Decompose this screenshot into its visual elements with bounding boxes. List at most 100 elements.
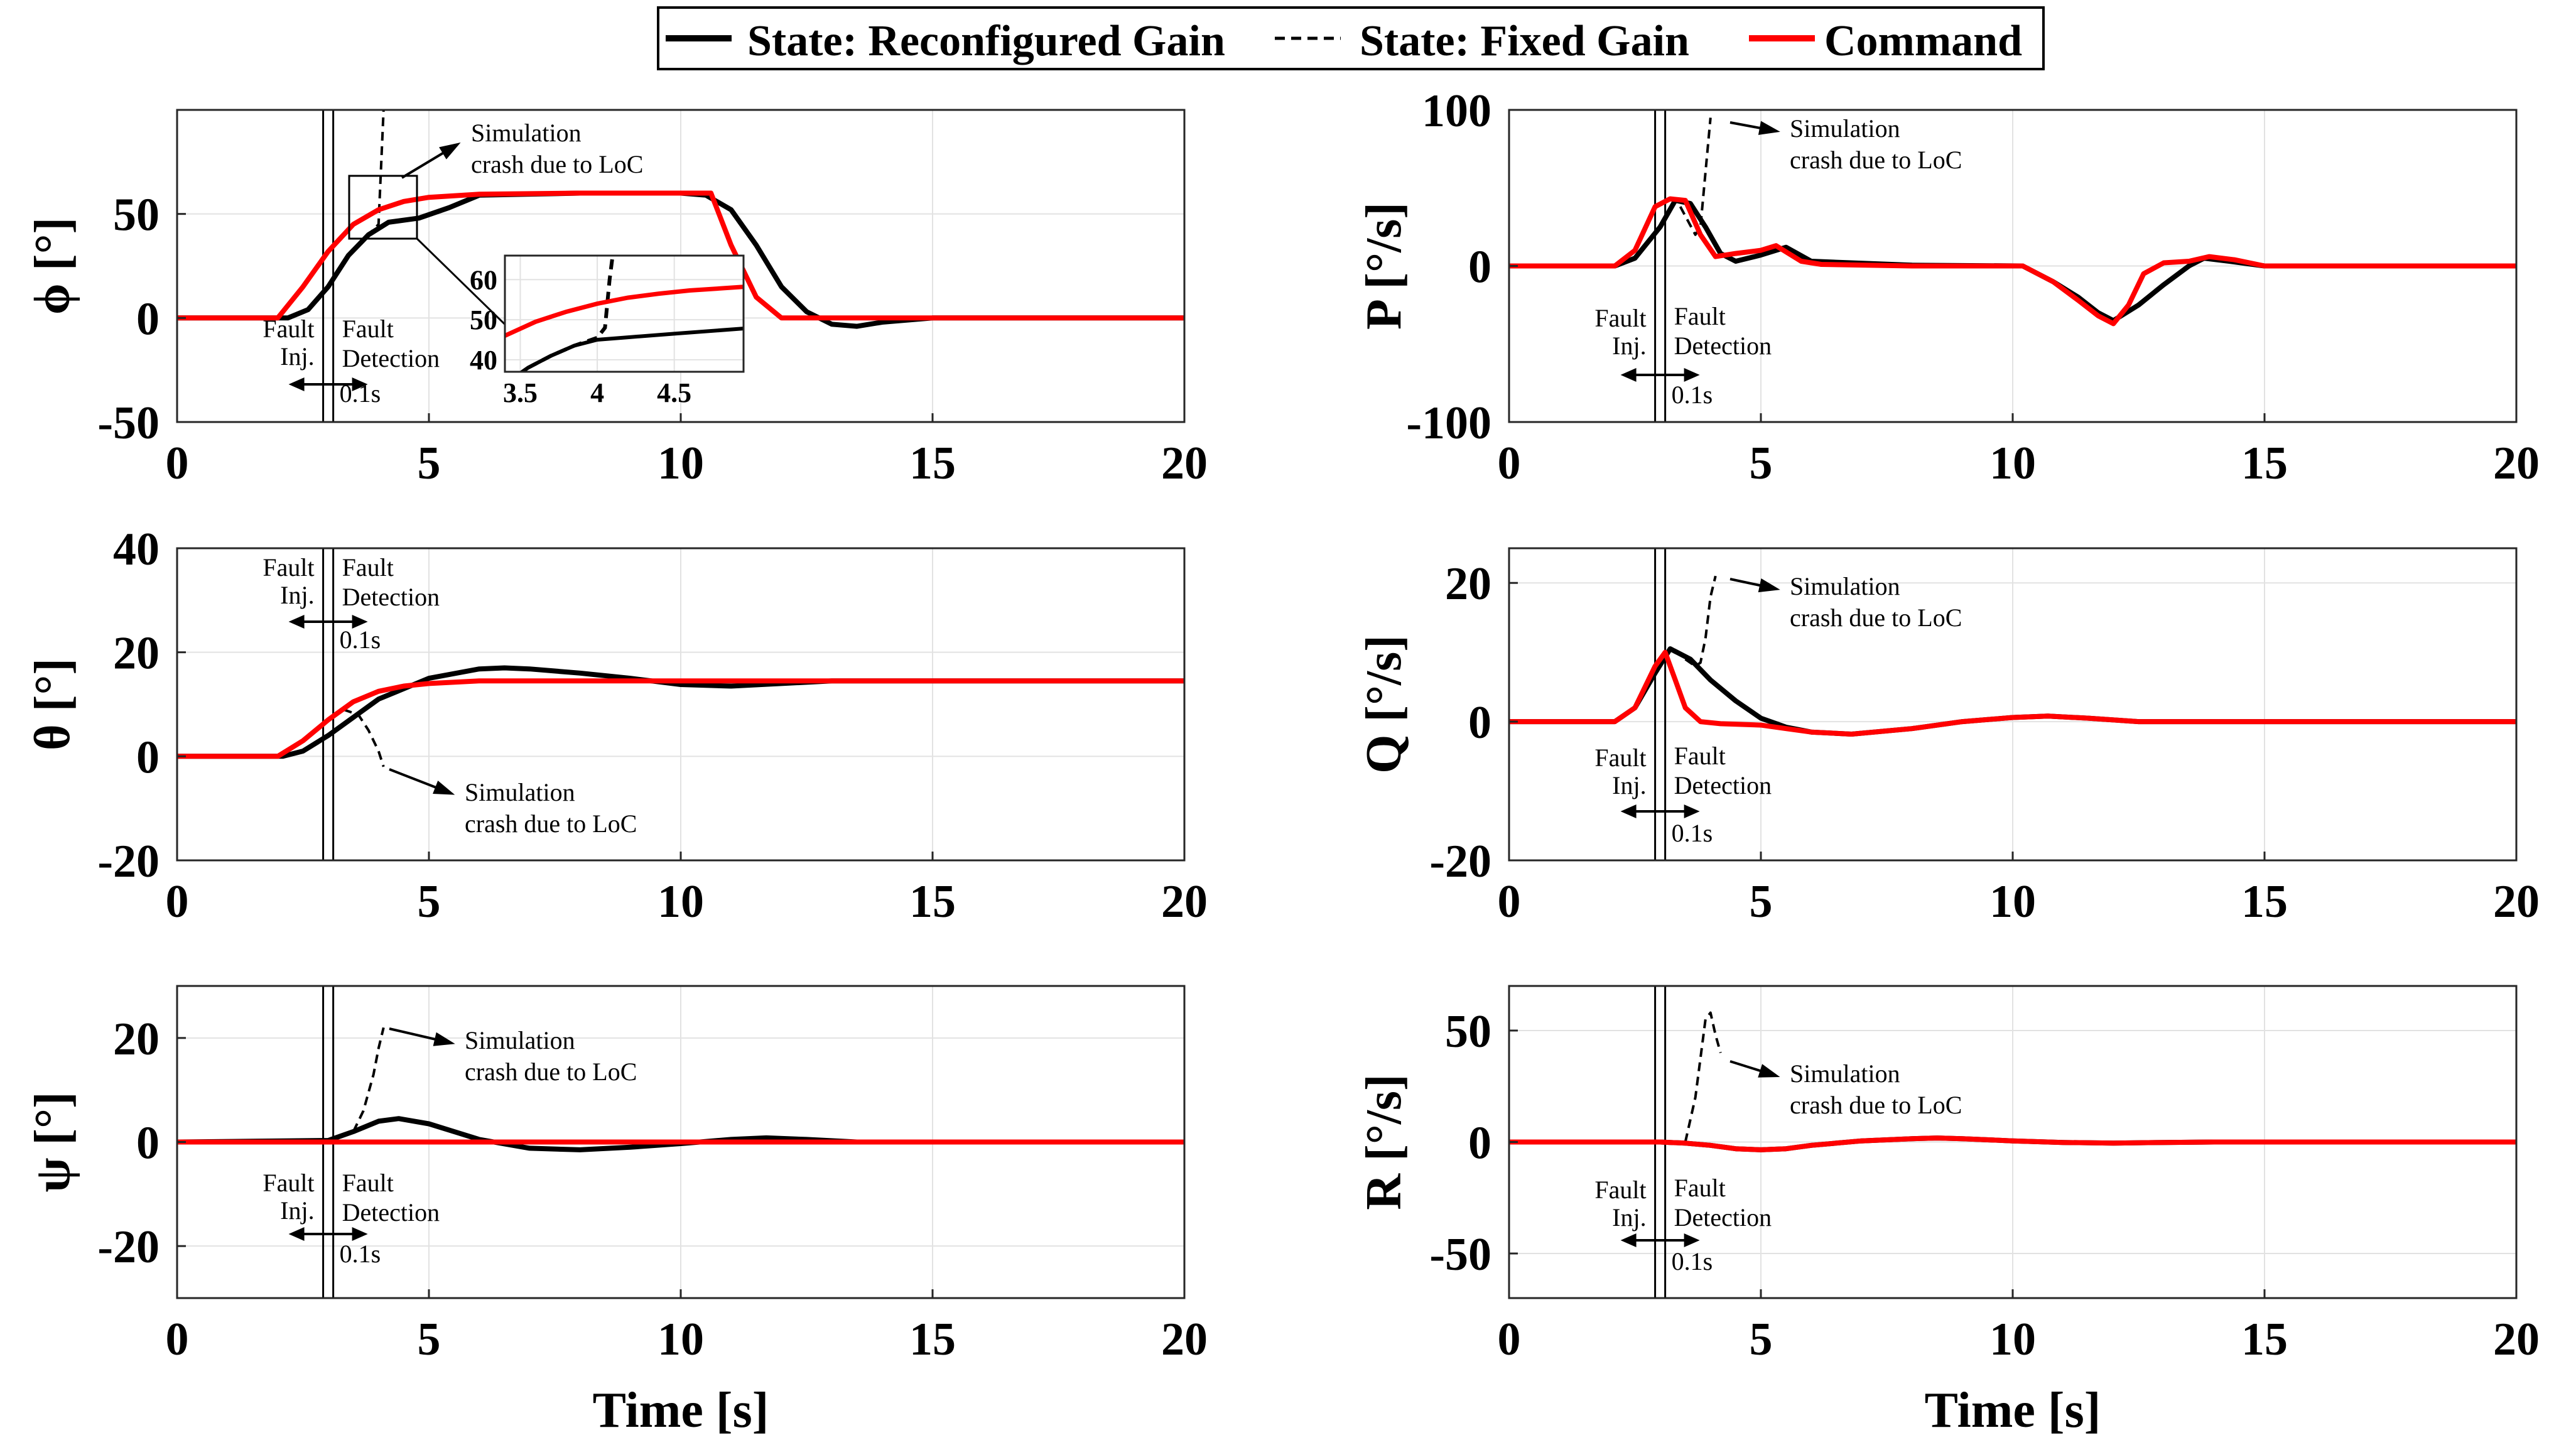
x-tick-label: 15 — [909, 876, 956, 928]
series-line-command — [1509, 649, 2516, 737]
y-axis-label: ψ [°] — [25, 1091, 80, 1192]
series-line-command — [1509, 1135, 2516, 1152]
x-tick-label: 0 — [1498, 1314, 1521, 1365]
fault-det-label: Detection — [342, 1198, 440, 1226]
y-tick-label: -20 — [1429, 836, 1491, 887]
fault-det-label: Fault — [1674, 742, 1726, 770]
y-tick-label: 50 — [113, 190, 160, 241]
y-tick-label: -50 — [1429, 1229, 1491, 1280]
x-tick-label: 20 — [1161, 438, 1208, 489]
crash-label: crash due to LoC — [465, 1058, 637, 1086]
fault-inj-label: Inj. — [280, 581, 314, 609]
inset-y-tick-label: 40 — [470, 345, 497, 376]
series-line-command — [1509, 196, 2516, 327]
y-tick-label: 40 — [113, 524, 160, 575]
zoom-region-box — [348, 175, 418, 240]
y-axis-label: Q [°/s] — [1356, 635, 1412, 774]
series-line-state-fixed-gain — [1684, 575, 1717, 668]
delay-arrowhead-right — [352, 615, 368, 629]
x-tick-label: 15 — [2241, 438, 2288, 489]
fault-det-label: Fault — [1674, 302, 1726, 330]
fault-det-label: Detection — [1674, 771, 1772, 799]
fault-inj-label: Fault — [1594, 1176, 1646, 1204]
delay-label: 0.1s — [340, 379, 381, 408]
legend-label-reconfigured: State: Reconfigured Gain — [747, 17, 1225, 65]
fault-inj-label: Fault — [1594, 304, 1646, 332]
y-tick-label: 0 — [136, 293, 160, 345]
fault-det-label: Detection — [342, 344, 440, 372]
fault-inj-label: Inj. — [280, 342, 314, 371]
y-tick-label: 20 — [113, 1014, 160, 1065]
crash-label: Simulation — [465, 1026, 575, 1054]
inset-zoom: 3.5 4 4.5 40 50 60 — [348, 175, 745, 408]
y-axis-label: θ [°] — [25, 658, 80, 750]
x-axis-label: Time [s] — [593, 1383, 769, 1437]
x-tick-label: 20 — [2493, 438, 2540, 489]
x-tick-label: 10 — [658, 876, 704, 928]
x-tick-label: 0 — [1498, 438, 1521, 489]
crash-label: Simulation — [1790, 114, 1900, 143]
delay-arrowhead-left — [288, 615, 305, 629]
fault-det-label: Detection — [1674, 332, 1772, 360]
delay-label: 0.1s — [340, 625, 381, 654]
x-tick-label: 0 — [1498, 876, 1521, 928]
crash-label: Simulation — [1790, 572, 1900, 600]
y-tick-label: 0 — [1468, 697, 1491, 749]
legend: State: Reconfigured Gain State: Fixed Ga… — [657, 6, 2045, 70]
fault-det-label: Fault — [1674, 1174, 1726, 1202]
crash-label: crash due to LoC — [465, 809, 637, 838]
series-line-state-reconfigured-gain — [177, 665, 1184, 759]
x-tick-label: 10 — [1989, 1314, 2036, 1365]
crash-label: crash due to LoC — [471, 150, 643, 178]
x-tick-label: 10 — [1989, 876, 2036, 928]
x-tick-label: 0 — [166, 438, 189, 489]
delay-arrowhead-left — [288, 377, 305, 391]
fault-inj-label: Fault — [262, 315, 314, 343]
inset-x-tick-label: 4 — [590, 377, 604, 408]
crash-arrowhead — [439, 142, 461, 160]
y-tick-label: 20 — [1445, 558, 1491, 610]
fault-det-label: Fault — [342, 553, 394, 582]
inset-series-command — [505, 284, 744, 338]
fault-det-label: Fault — [342, 1169, 394, 1197]
y-tick-label: -20 — [97, 1221, 160, 1273]
inset-y-tick-label: 60 — [470, 264, 497, 295]
fault-inj-label: Inj. — [280, 1196, 314, 1225]
x-tick-label: 5 — [1750, 438, 1773, 489]
inset-frame — [504, 254, 745, 373]
delay-label: 0.1s — [1672, 1247, 1713, 1275]
x-tick-label: 20 — [2493, 1314, 2540, 1365]
delay-arrowhead-right — [352, 377, 368, 391]
series-line-state-fixed-gain — [1679, 117, 1712, 236]
crash-label: crash due to LoC — [1790, 146, 1962, 174]
y-axis-label: P [°/s] — [1356, 202, 1412, 330]
x-tick-label: 10 — [1989, 438, 2036, 489]
delay-label: 0.1s — [340, 1240, 381, 1268]
crash-label: crash due to LoC — [1790, 1091, 1962, 1119]
delay-arrowhead-right — [1684, 804, 1700, 818]
x-tick-label: 15 — [909, 1314, 956, 1365]
legend-label-fixed: State: Fixed Gain — [1360, 17, 1689, 65]
x-tick-label: 0 — [166, 1314, 189, 1365]
series-line-state-fixed-gain — [352, 1027, 385, 1132]
x-tick-label: 0 — [166, 876, 189, 928]
fault-inj-label: Inj. — [1612, 332, 1646, 360]
x-tick-label: 5 — [418, 438, 441, 489]
x-tick-label: 15 — [2241, 1314, 2288, 1365]
fault-det-label: Detection — [342, 583, 440, 611]
crash-label: Simulation — [471, 119, 582, 147]
zoom-connector — [416, 237, 520, 339]
delay-arrowhead-right — [1684, 368, 1700, 382]
y-axis-label: ϕ [°] — [25, 217, 80, 315]
series-line-state-fixed-gain — [343, 708, 385, 767]
crash-arrowhead — [1758, 1064, 1780, 1078]
x-tick-label: 15 — [2241, 876, 2288, 928]
x-axis-label: Time [s] — [1925, 1383, 2101, 1437]
x-tick-label: 20 — [1161, 1314, 1208, 1365]
fault-inj-label: Fault — [262, 553, 314, 582]
